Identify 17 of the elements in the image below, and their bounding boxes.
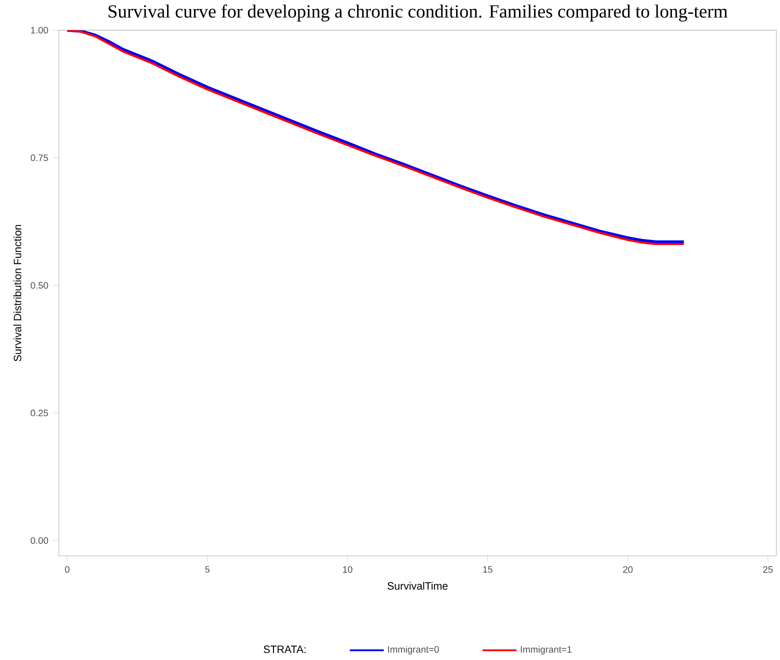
y-axis-title: Survival Distribution Function — [13, 224, 22, 362]
y-tick-label: 0.25 — [30, 410, 48, 416]
y-tick-label: 1.00 — [31, 26, 48, 34]
x-tick-label: 25 — [763, 566, 773, 573]
x-tick-label: 10 — [343, 566, 352, 573]
y-tick-label: 0.75 — [30, 154, 48, 161]
y-tick-label: 0.00 — [30, 537, 48, 544]
x-tick-label: 15 — [483, 566, 492, 573]
y-tick-label: 0.50 — [30, 282, 48, 289]
x-axis-title: SurvivalTime — [388, 582, 448, 590]
x-tick-label: 5 — [205, 566, 210, 573]
x-tick-label: 20 — [623, 566, 633, 573]
chart-title: Survival curve for developing a chronic condition. Families compared to long-term — [108, 4, 728, 22]
legend-label: Immigrant=0 — [388, 646, 439, 654]
legend-label: Immigrant=1 — [520, 646, 572, 654]
x-tick-label: 0 — [64, 566, 70, 573]
legend-title: STRATA: — [264, 645, 306, 653]
